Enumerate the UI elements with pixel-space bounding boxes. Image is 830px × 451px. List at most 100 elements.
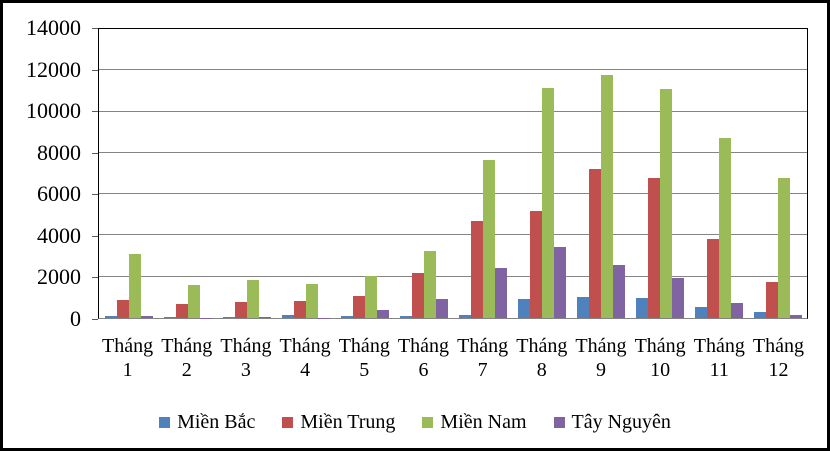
bar [340,315,353,318]
x-axis-label-line: Tháng [220,335,272,357]
bar [175,303,188,318]
bar [612,265,625,318]
bar [423,250,436,318]
y-axis-tick-mark [92,194,98,196]
bar-group [630,29,689,318]
bar [435,299,448,318]
bar-group [217,29,276,318]
bar [765,281,778,318]
x-axis-label-line: Tháng [457,335,509,357]
bar [494,268,507,318]
bar [222,317,235,318]
bar-group [689,29,748,318]
bar [635,298,648,318]
x-axis-category-label: Tháng 4 [276,334,335,382]
bar [529,210,542,318]
bar [647,177,660,318]
x-axis-label-line: 10 [650,359,671,381]
legend-item: Miền Trung [282,411,395,433]
legend-swatch-icon [159,416,171,428]
bar [659,88,672,318]
x-axis-label-line: Tháng [575,335,627,357]
bar [187,284,200,318]
x-axis-category-label: Tháng 8 [512,334,571,382]
x-axis-label-line: 3 [240,359,251,381]
bar [694,306,707,318]
bar [140,316,153,318]
bar [730,302,743,318]
legend-swatch-icon [422,416,434,428]
legend-item: Miền Nam [422,411,527,433]
x-axis-category-label: Tháng 7 [453,334,512,382]
x-axis-category-label: Tháng 11 [690,334,749,382]
bar [293,300,306,318]
x-axis-label-line: Tháng [338,335,390,357]
bar-group [158,29,217,318]
legend: Miền Bắc Miền Trung Miền Nam Tây Nguyên [3,411,827,433]
bar [104,315,117,318]
bar [541,87,554,318]
x-axis-label-line: 2 [181,359,192,381]
bar-group [512,29,571,318]
x-axis: Tháng 1 Tháng 2 Tháng 3 Tháng 4 Tháng 5 Tháng 6 Thán… [98,334,808,382]
x-axis-label-line: 12 [768,359,789,381]
y-axis-tick-mark [92,69,98,71]
bar [376,310,389,318]
bar [258,316,271,318]
bar [718,138,731,318]
x-axis-label-line: 8 [536,359,547,381]
x-axis-label-line: 4 [300,359,311,381]
x-axis-label-line: Tháng [516,335,568,357]
y-axis-tick-mark [92,235,98,237]
bar [458,314,471,318]
x-axis-label-line: 1 [122,359,133,381]
x-axis-label-line: Tháng [397,335,449,357]
y-axis-tick-mark [92,277,98,279]
legend-swatch-icon [282,416,294,428]
y-axis-tick-label: 2000 [37,264,81,290]
legend-label: Miền Bắc [177,411,256,433]
bar [352,296,365,318]
bar [671,277,684,318]
x-axis-label-line: Tháng [102,335,154,357]
y-axis-tick-label: 6000 [37,181,81,207]
x-axis-category-label: Tháng 3 [216,334,275,382]
gridline [99,193,807,195]
legend-item: Miền Bắc [159,411,255,433]
x-axis-label-line: Tháng [634,335,686,357]
bar [364,275,377,318]
gridline [99,110,807,112]
y-axis-tick-label: 8000 [37,139,81,165]
x-axis-label-line: 9 [595,359,606,381]
y-axis-tick-mark [92,111,98,113]
bar [588,169,601,318]
x-axis-category-label: Tháng 10 [631,334,690,382]
y-axis-tick-mark [92,28,98,29]
y-axis-tick-mark [92,152,98,154]
bar-group [571,29,630,318]
bar [553,246,566,318]
bar [600,75,613,318]
bar [246,279,259,318]
bar [706,238,719,318]
bar-group [453,29,512,318]
y-axis-tick-label: 4000 [37,222,81,248]
bar [517,299,530,318]
x-axis-category-label: Tháng 2 [157,334,216,382]
bar [234,301,247,318]
x-axis-label-line: Tháng [693,335,745,357]
bar [305,283,318,318]
bar [163,317,176,318]
bar [281,315,294,318]
x-axis-label-line: Tháng [752,335,805,357]
bar [789,314,802,318]
legend-item: Tây Nguyên [553,411,671,433]
bar-group [335,29,394,318]
bar-group [99,29,158,318]
gridline [99,69,807,71]
y-axis-tick-label: 0 [70,306,81,331]
bar-group [276,29,335,318]
y-axis-tick-mark [92,319,98,320]
x-axis-category-label: Tháng 12 [749,334,808,382]
y-axis-tick-label: 10000 [26,98,81,124]
